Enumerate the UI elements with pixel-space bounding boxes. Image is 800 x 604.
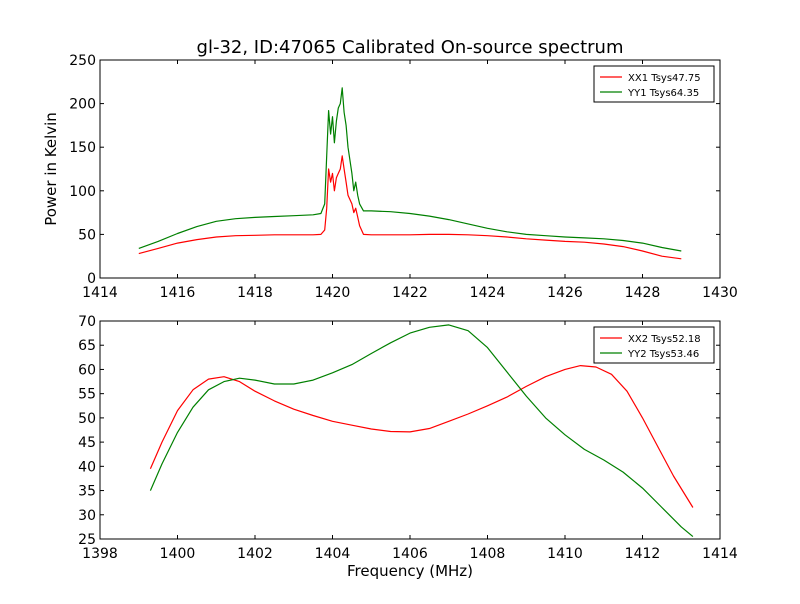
- x-tick-label: 1410: [547, 546, 583, 562]
- x-tick-label: 1422: [392, 285, 428, 301]
- x-tick-label: 1424: [470, 285, 506, 301]
- plot-panel-1: 1414 1416 1418 1420 1422 1424 1426 1428 1430 0 50 1…: [69, 53, 738, 301]
- x-tick-label: 1402: [237, 546, 273, 562]
- plots-group: 1414 1416 1418 1420 1422 1424 1426 1428 14300501…: [69, 53, 738, 562]
- y-tick-label: 55: [78, 387, 96, 403]
- legend: XX2 Tsys52.18 YY2 Tsys53.46: [593, 326, 715, 364]
- y-tick-label: 0: [87, 271, 96, 287]
- y-tick-label: 30: [78, 508, 96, 524]
- y-tick-label: 25: [78, 532, 96, 548]
- y-tick-label: 150: [69, 140, 96, 156]
- y-tick-label: 70: [78, 314, 96, 330]
- y-tick-label: 45: [78, 435, 96, 451]
- series-line-yy2: [149, 324, 694, 538]
- y-tick-label: 65: [78, 338, 96, 354]
- legend-label: XX1 Tsys47.75: [628, 73, 701, 84]
- x-tick-label: 1404: [315, 546, 351, 562]
- y-tick-label: 50: [78, 411, 96, 427]
- legend: XX1 Tsys47.75 YY1 Tsys64.35: [593, 65, 715, 103]
- x-tick-label: 1408: [470, 546, 506, 562]
- y-tick-label: 60: [78, 362, 96, 378]
- x-tick-label: 1418: [237, 285, 273, 301]
- legend-box: [593, 326, 715, 364]
- y-tick-label: 250: [69, 53, 96, 69]
- x-tick-label: 1426: [547, 285, 583, 301]
- x-tick-label: 1406: [392, 546, 428, 562]
- x-tick-label: 1412: [625, 546, 661, 562]
- x-tick-label: 1400: [160, 546, 196, 562]
- y-tick-label: 200: [69, 97, 96, 113]
- x-tick-label: 1416: [160, 285, 196, 301]
- y-tick-label: 100: [69, 184, 96, 200]
- x-tick-label: 1414: [702, 546, 738, 562]
- x-tick-label: 1430: [702, 285, 738, 301]
- y-tick-label: 50: [78, 227, 96, 243]
- legend-label: XX2 Tsys52.18: [628, 334, 701, 345]
- x-tick-label: 1428: [625, 285, 661, 301]
- x-tick-label: 1420: [315, 285, 351, 301]
- legend-label: YY2 Tsys53.46: [627, 349, 699, 360]
- series-line-yy1: [138, 87, 682, 252]
- y-axis-label-top: Power in Kelvin: [42, 112, 60, 226]
- legend-label: YY1 Tsys64.35: [627, 88, 699, 99]
- y-tick-label: 40: [78, 459, 96, 475]
- chart-title: gl-32, ID:47065 Calibrated On-source spe…: [197, 37, 624, 58]
- x-axis-label-bottom: Frequency (MHz): [347, 562, 473, 580]
- plot-panel-2: 1398 1400 1402 1404 1406 1408 1410 1412 1414 25 30…: [78, 314, 738, 562]
- legend-box: [593, 65, 715, 103]
- x-tick-label: 1414: [82, 285, 118, 301]
- series-line-xx2: [149, 365, 694, 508]
- series-line-xx1: [138, 155, 682, 260]
- x-tick-label: 1398: [82, 546, 118, 562]
- y-tick-label: 35: [78, 484, 96, 500]
